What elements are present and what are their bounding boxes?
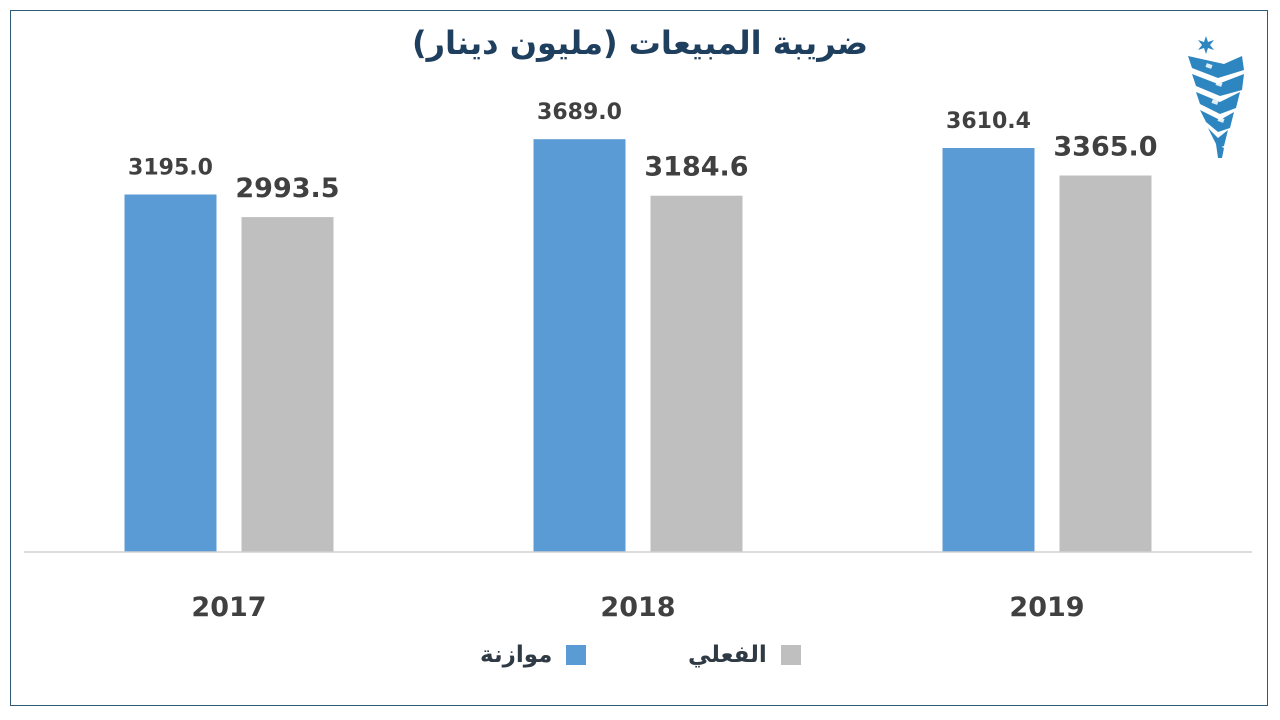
x-tick-label-2018: 2018 [600, 592, 675, 623]
data-label-budget-2019: 3610.4 [946, 109, 1031, 134]
legend-item-actual: الفعلي [688, 642, 801, 668]
bar-actual-2019 [1059, 175, 1152, 552]
jordan-star-stripes-logo-icon [1188, 36, 1244, 158]
data-label-actual-2019: 3365.0 [1053, 132, 1157, 163]
legend-swatch-actual [780, 645, 801, 665]
bar-actual-2017 [241, 217, 334, 552]
x-tick-label-2017: 2017 [191, 592, 266, 623]
data-label-actual-2017: 2993.5 [235, 173, 339, 204]
data-label-budget-2017: 3195.0 [128, 156, 213, 181]
chart-frame [10, 10, 1268, 706]
legend-label-actual: الفعلي [688, 642, 767, 668]
bar-budget-2018 [533, 139, 626, 552]
chart-title: ضريبة المبيعات (مليون دينار) [411, 24, 869, 62]
bar-budget-2019 [942, 148, 1035, 552]
legend: الفعلي موازنة [0, 642, 1280, 676]
bar-budget-2017 [124, 194, 217, 552]
bar-actual-2018 [650, 195, 743, 552]
legend-label-budget: موازنة [480, 642, 553, 668]
data-label-budget-2018: 3689.0 [537, 100, 622, 125]
data-label-actual-2018: 3184.6 [644, 152, 748, 183]
x-tick-label-2019: 2019 [1009, 592, 1084, 623]
legend-swatch-budget [566, 645, 587, 665]
legend-item-budget: موازنة [480, 642, 587, 668]
